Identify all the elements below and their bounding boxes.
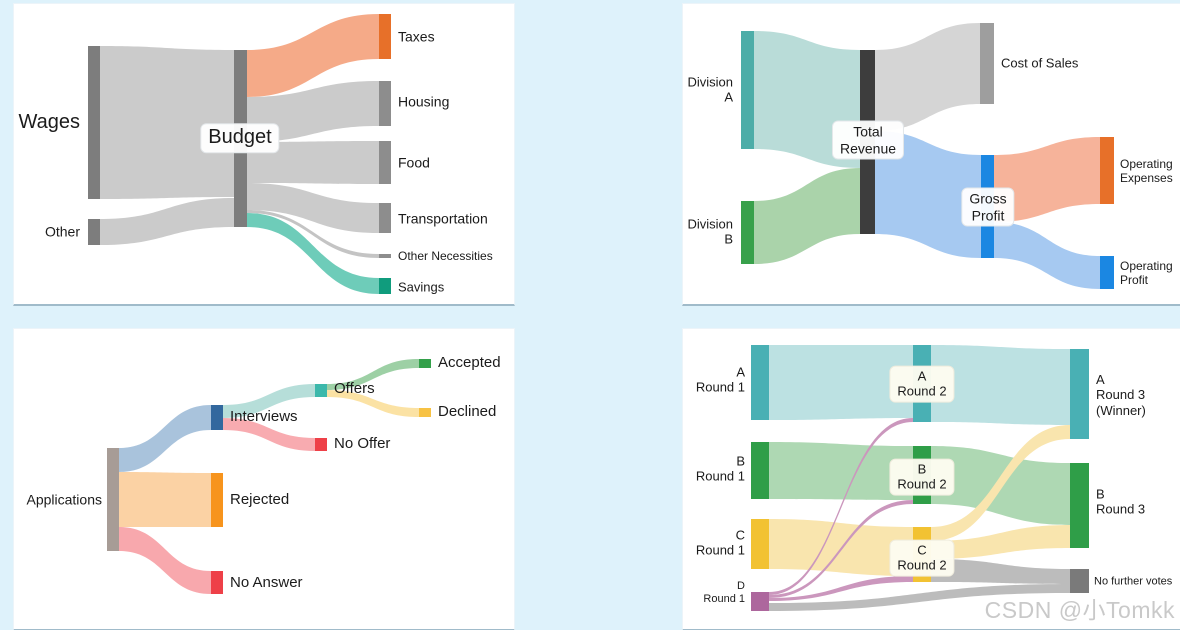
node-declined [419,408,431,417]
flow-d-round-1-to-c-round-2 [769,576,913,601]
flow-applications-to-no-answer [119,527,211,594]
node-housing [379,81,391,126]
node-operating-expenses [1100,137,1114,204]
node-no-answer [211,571,223,594]
node-a-round-2 [913,345,931,422]
flow-offers-to-declined [327,390,419,417]
node-c-round-2 [913,527,931,582]
flow-applications-to-rejected [119,472,211,527]
node-b-round-3 [1070,463,1089,548]
flow-a-round-1-to-a-round-2 [769,345,913,420]
flow-budget-to-food [247,141,379,184]
flow-d-round-1-to-b-round-2 [769,500,913,598]
flow-applications-to-interviews [119,405,211,472]
node-total-revenue [860,50,875,234]
flow-b-round-1-to-b-round-2 [769,442,913,500]
flow-a-round-2-to-a-round-3 [931,345,1070,425]
node-taxes [379,14,391,59]
node-offers [315,384,327,397]
node-a-round-1 [751,345,769,420]
node-transportation [379,203,391,233]
job-applications-chart [107,359,431,594]
flow-division-b-to-total-revenue [754,168,860,264]
flow-gross-profit-to-operating-profit [994,222,1100,289]
panel-job-applications: Applications Interviews Rejected No Answer O… [13,328,515,630]
flow-c-round-2-to-b-round-3 [931,525,1070,559]
node-other-necessities [379,254,391,258]
flow-budget-to-transportation [247,183,379,233]
node-rejected [211,473,223,527]
flow-total-revenue-to-cost-of-sales [875,23,980,131]
flow-budget-to-savings [247,213,379,294]
node-food [379,141,391,184]
node-operating-profit [1100,256,1114,289]
household-budget-chart [88,14,391,294]
flow-budget-to-housing [247,81,379,142]
flow-interviews-to-no-offer [223,418,315,451]
node-division-b [741,201,754,264]
flow-d-round-1-to-a-round-2 [769,418,913,595]
node-no-offer [315,438,327,451]
node-division-a [741,31,754,149]
node-budget [234,50,247,227]
node-cost-of-sales [980,23,994,104]
node-a-round-3 [1070,349,1089,439]
node-b-round-2 [913,446,931,504]
flow-total-revenue-to-gross-profit [875,131,981,258]
node-no-further-votes [1070,569,1089,593]
flow-c-round-2-to-a-round-3 [931,425,1070,541]
flow-offers-to-accepted [327,359,419,390]
flow-interviews-to-offers [223,384,315,418]
flow-budget-to-other-necessities [247,210,379,258]
node-wages [88,46,100,199]
panel-revenue-breakdown: Division A Division B Total Revenue Cost of Sa… [682,3,1180,306]
panel-voting-rounds: A Round 1 B Round 1 C Round 1 D Round 1 A Round 2… [682,328,1180,630]
node-other [88,219,100,245]
node-savings [379,278,391,294]
node-c-round-1 [751,519,769,569]
flow-wages-to-budget [100,46,234,199]
flow-other-to-budget [100,198,234,245]
flow-division-a-to-total-revenue [754,31,860,168]
node-gross-profit [981,155,994,258]
flow-budget-to-taxes [247,14,379,97]
watermark-text: CSDN @小Tomkk [984,597,1175,623]
flow-c-round-2-to-no-further-votes [931,559,1070,584]
node-applications [107,448,119,551]
revenue-breakdown-chart [741,23,1114,289]
flow-d-round-1-to-no-further-votes [769,584,1070,611]
node-accepted [419,359,431,368]
flow-gross-profit-to-operating-expenses [994,137,1100,222]
node-b-round-1 [751,442,769,499]
voting-rounds-chart [751,345,1089,611]
node-d-round-1 [751,592,769,611]
panel-household-budget: Wages Other Budget Taxes Housing Food Transpor… [13,3,515,306]
node-interviews [211,405,223,430]
